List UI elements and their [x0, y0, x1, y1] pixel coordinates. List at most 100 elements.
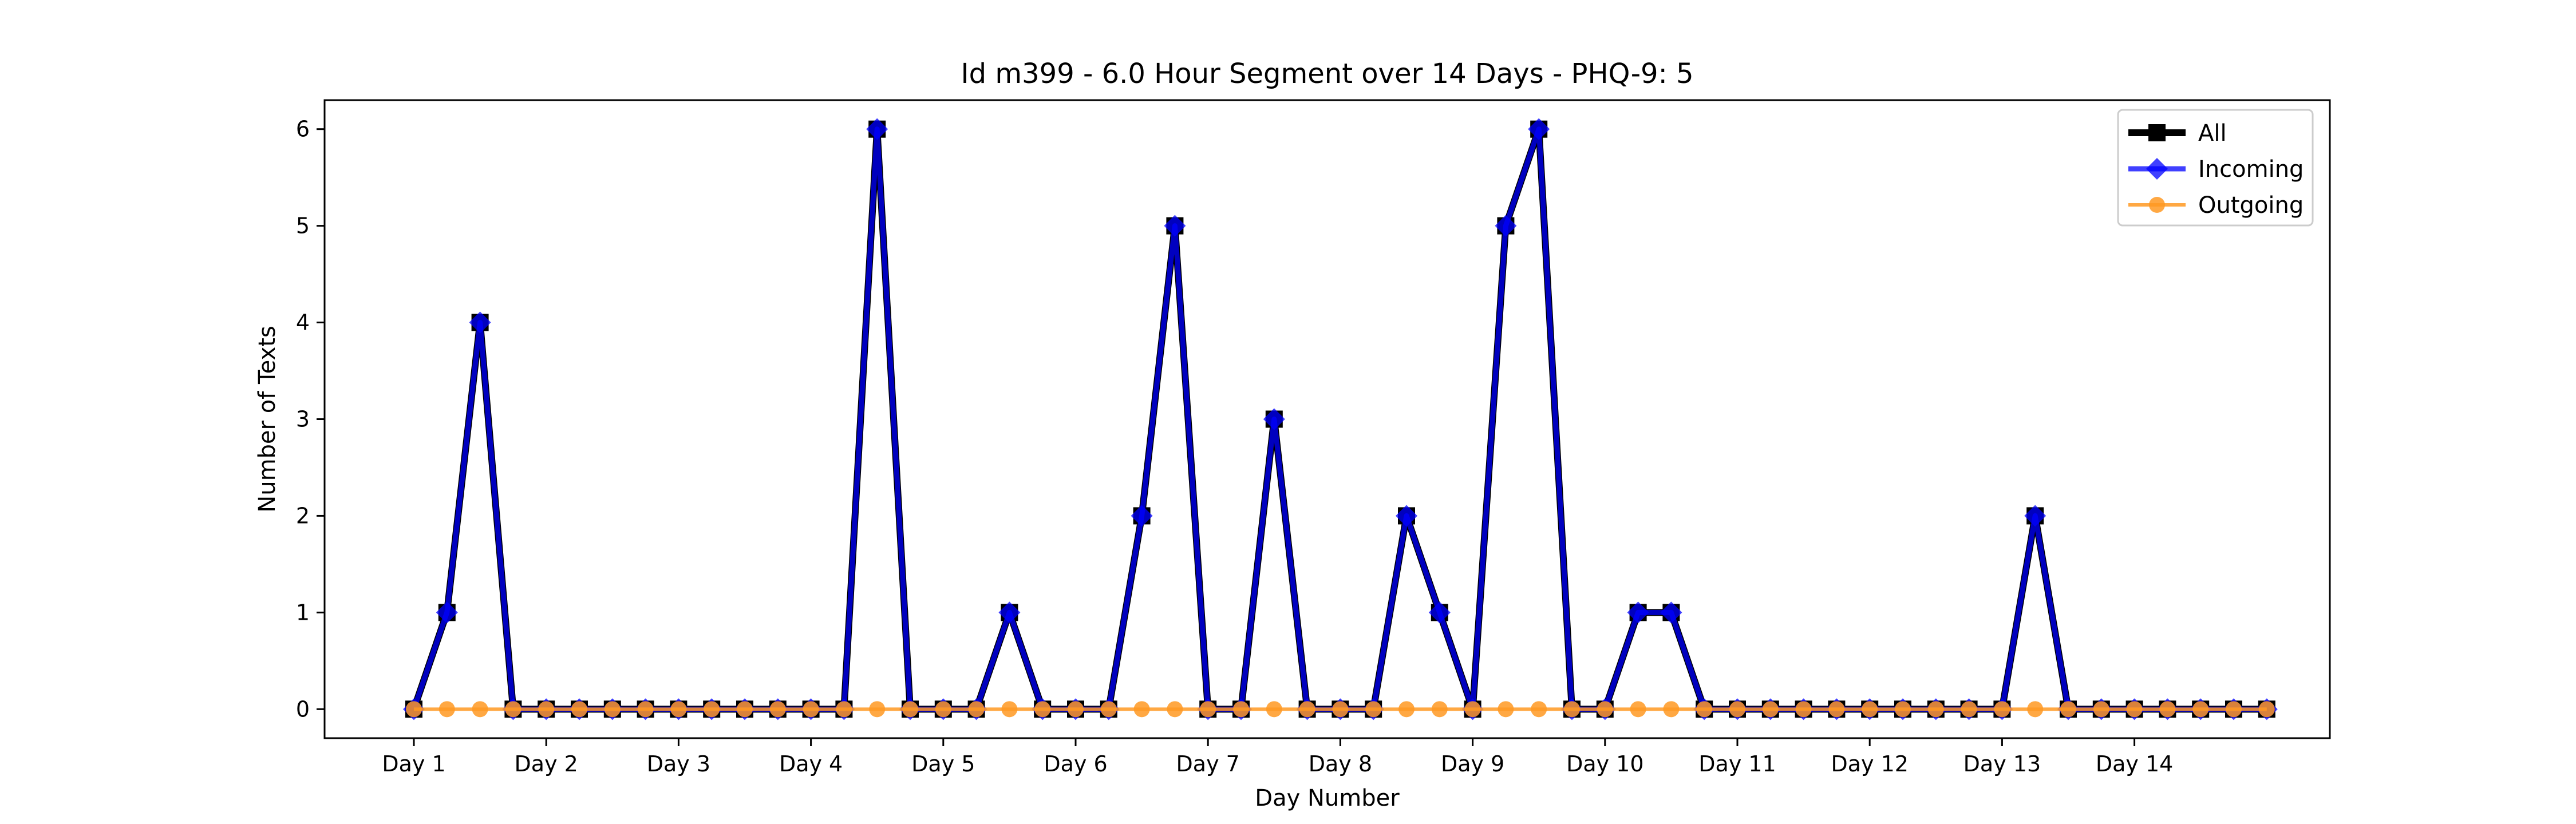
x-tick-label: Day 8 — [1309, 751, 1372, 777]
x-tick-label: Day 11 — [1698, 751, 1776, 777]
data-point-outgoing — [1398, 701, 1415, 718]
x-tick-label: Day 13 — [1963, 751, 2041, 777]
data-point-outgoing — [769, 701, 786, 718]
data-point-outgoing — [1895, 701, 1911, 718]
data-point-incoming — [1428, 601, 1451, 624]
data-point-outgoing — [1597, 701, 1613, 718]
data-point-outgoing — [438, 701, 455, 718]
data-point-outgoing — [1068, 701, 1084, 718]
data-point-outgoing — [538, 701, 555, 718]
x-tick-label: Day 3 — [647, 751, 710, 777]
series-outgoing — [406, 701, 2275, 718]
legend-marker-all — [2148, 124, 2166, 141]
data-point-outgoing — [902, 701, 918, 718]
data-point-incoming — [1263, 408, 1285, 430]
legend-box — [2117, 109, 2314, 227]
y-tick-label: 1 — [296, 600, 310, 625]
axis-ticks: 0 1 2 3 4 5 6 Day 1 Day 2 Day 3 Day 4 Day 5 Day 6 Day… — [296, 117, 2174, 777]
data-point-outgoing — [1927, 701, 1944, 718]
data-point-outgoing — [1034, 701, 1051, 718]
data-point-outgoing — [1729, 701, 1745, 718]
data-point-outgoing — [836, 701, 852, 718]
x-axis-label: Day Number — [1255, 785, 1400, 811]
x-tick-label: Day 14 — [2096, 751, 2173, 777]
data-point-outgoing — [637, 701, 654, 718]
data-point-outgoing — [2192, 701, 2209, 718]
data-point-outgoing — [737, 701, 753, 718]
y-tick-label: 2 — [296, 503, 310, 528]
y-tick-label: 6 — [296, 117, 310, 142]
legend-marker-incoming — [2146, 158, 2168, 180]
y-tick-label: 3 — [296, 407, 310, 432]
y-tick-label: 4 — [296, 310, 310, 335]
legend-label-outgoing: Outgoing — [2198, 192, 2304, 219]
data-point-outgoing — [968, 701, 985, 718]
data-point-outgoing — [2126, 701, 2143, 718]
series-line-incoming — [411, 126, 2267, 712]
data-point-outgoing — [604, 701, 621, 718]
data-point-outgoing — [1961, 701, 1977, 718]
data-point-outgoing — [1464, 701, 1481, 718]
data-point-outgoing — [1762, 701, 1779, 718]
data-point-outgoing — [1696, 701, 1713, 718]
data-point-outgoing — [406, 701, 422, 718]
data-point-outgoing — [670, 701, 687, 718]
chart-title: Id m399 - 6.0 Hour Segment over 14 Days … — [961, 58, 1693, 90]
legend-label-all: All — [2198, 120, 2227, 146]
x-tick-label: Day 5 — [911, 751, 975, 777]
plot-frame — [323, 99, 2331, 739]
data-point-outgoing — [803, 701, 819, 718]
y-axis-label: Number of Texts — [254, 326, 280, 512]
data-point-outgoing — [571, 701, 587, 718]
data-point-outgoing — [1431, 701, 1448, 718]
data-point-outgoing — [1001, 701, 1018, 718]
data-point-incoming — [1495, 215, 1517, 237]
data-point-incoming — [2024, 505, 2046, 527]
x-tick-label: Day 10 — [1566, 751, 1643, 777]
data-point-outgoing — [2258, 701, 2275, 718]
data-point-outgoing — [2226, 701, 2242, 718]
data-point-outgoing — [935, 701, 951, 718]
data-point-outgoing — [1365, 701, 1382, 718]
data-point-outgoing — [1299, 701, 1315, 718]
data-point-incoming — [1660, 601, 1682, 624]
x-tick-label: Day 12 — [1831, 751, 1908, 777]
data-point-outgoing — [2093, 701, 2109, 718]
data-point-outgoing — [1200, 701, 1216, 718]
data-point-outgoing — [1233, 701, 1249, 718]
data-point-incoming — [1131, 505, 1153, 527]
data-point-outgoing — [1498, 701, 1514, 718]
data-point-incoming — [436, 601, 458, 624]
data-point-incoming — [469, 311, 491, 334]
series-all — [405, 120, 2275, 718]
x-tick-label: Day 6 — [1044, 751, 1107, 777]
data-point-incoming — [866, 118, 888, 140]
data-point-outgoing — [1167, 701, 1183, 718]
data-point-outgoing — [1100, 701, 1117, 718]
data-point-outgoing — [472, 701, 488, 718]
data-point-outgoing — [2060, 701, 2076, 718]
data-point-incoming — [1396, 505, 1417, 527]
data-point-outgoing — [869, 701, 886, 718]
series-line-all — [410, 125, 2267, 713]
data-point-outgoing — [1994, 701, 2010, 718]
data-point-outgoing — [1332, 701, 1349, 718]
data-point-incoming — [1164, 215, 1186, 237]
data-point-incoming — [1627, 601, 1649, 624]
y-tick-label: 5 — [296, 213, 310, 239]
legend-label-incoming: Incoming — [2198, 156, 2304, 183]
data-point-outgoing — [1133, 701, 1150, 718]
data-point-outgoing — [1828, 701, 1845, 718]
data-point-incoming — [1528, 118, 1550, 140]
legend: All Incoming Outgoing — [2117, 109, 2314, 227]
data-point-incoming — [998, 601, 1021, 624]
data-point-outgoing — [2027, 701, 2044, 718]
data-point-outgoing — [505, 701, 521, 718]
legend-marker-outgoing — [2149, 197, 2165, 213]
x-tick-label: Day 9 — [1441, 751, 1504, 777]
data-point-outgoing — [1663, 701, 1680, 718]
data-point-outgoing — [704, 701, 720, 718]
data-point-outgoing — [1531, 701, 1547, 718]
data-point-outgoing — [2159, 701, 2176, 718]
